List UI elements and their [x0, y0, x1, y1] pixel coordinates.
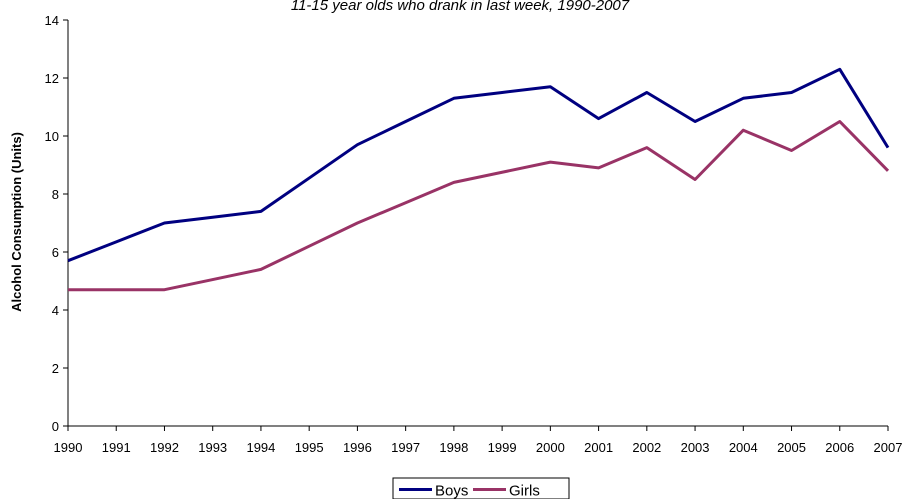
x-axis-ticks: 1990 1991 1992 1993 1994 1995 1996 1997 1998 1999… — [54, 426, 903, 455]
y-tick-label: 12 — [45, 71, 59, 86]
x-tick-label: 2004 — [729, 440, 758, 455]
chart-title: 11-15 year olds who drank in last week, … — [291, 0, 630, 14]
y-tick-label: 14 — [45, 13, 59, 28]
x-tick-label: 2007 — [874, 440, 903, 455]
y-tick-label: 2 — [52, 361, 59, 376]
x-tick-label: 1994 — [246, 440, 275, 455]
y-axis-ticks: 0 2 4 6 8 10 12 14 — [45, 13, 68, 434]
x-tick-label: 2000 — [536, 440, 565, 455]
legend-label-girls: Girls — [509, 483, 540, 499]
series-line-boys — [67, 67, 890, 263]
x-tick-label: 1993 — [198, 440, 227, 455]
x-tick-label: 2006 — [825, 440, 854, 455]
y-tick-label: 4 — [52, 303, 59, 318]
x-tick-label: 1990 — [54, 440, 83, 455]
x-tick-label: 1996 — [343, 440, 372, 455]
x-tick-label: 1995 — [295, 440, 324, 455]
y-tick-label: 10 — [45, 129, 59, 144]
x-tick-label: 2005 — [777, 440, 806, 455]
legend: Boys Girls — [392, 477, 570, 499]
x-tick-label: 2003 — [681, 440, 710, 455]
x-tick-label: 2002 — [632, 440, 661, 455]
x-tick-label: 1991 — [102, 440, 131, 455]
legend-label-boys: Boys — [435, 483, 468, 499]
y-tick-label: 6 — [52, 245, 59, 260]
series-lines — [67, 67, 890, 292]
y-tick-label: 0 — [52, 419, 59, 434]
x-tick-label: 1997 — [391, 440, 420, 455]
y-axis-title: Alcohol Consumption (Units) — [9, 132, 24, 312]
y-tick-label: 8 — [52, 187, 59, 202]
x-tick-label: 1992 — [150, 440, 179, 455]
x-tick-label: 2001 — [584, 440, 613, 455]
series-line-girls — [68, 120, 890, 292]
x-tick-label: 1998 — [439, 440, 468, 455]
x-tick-label: 1999 — [488, 440, 517, 455]
